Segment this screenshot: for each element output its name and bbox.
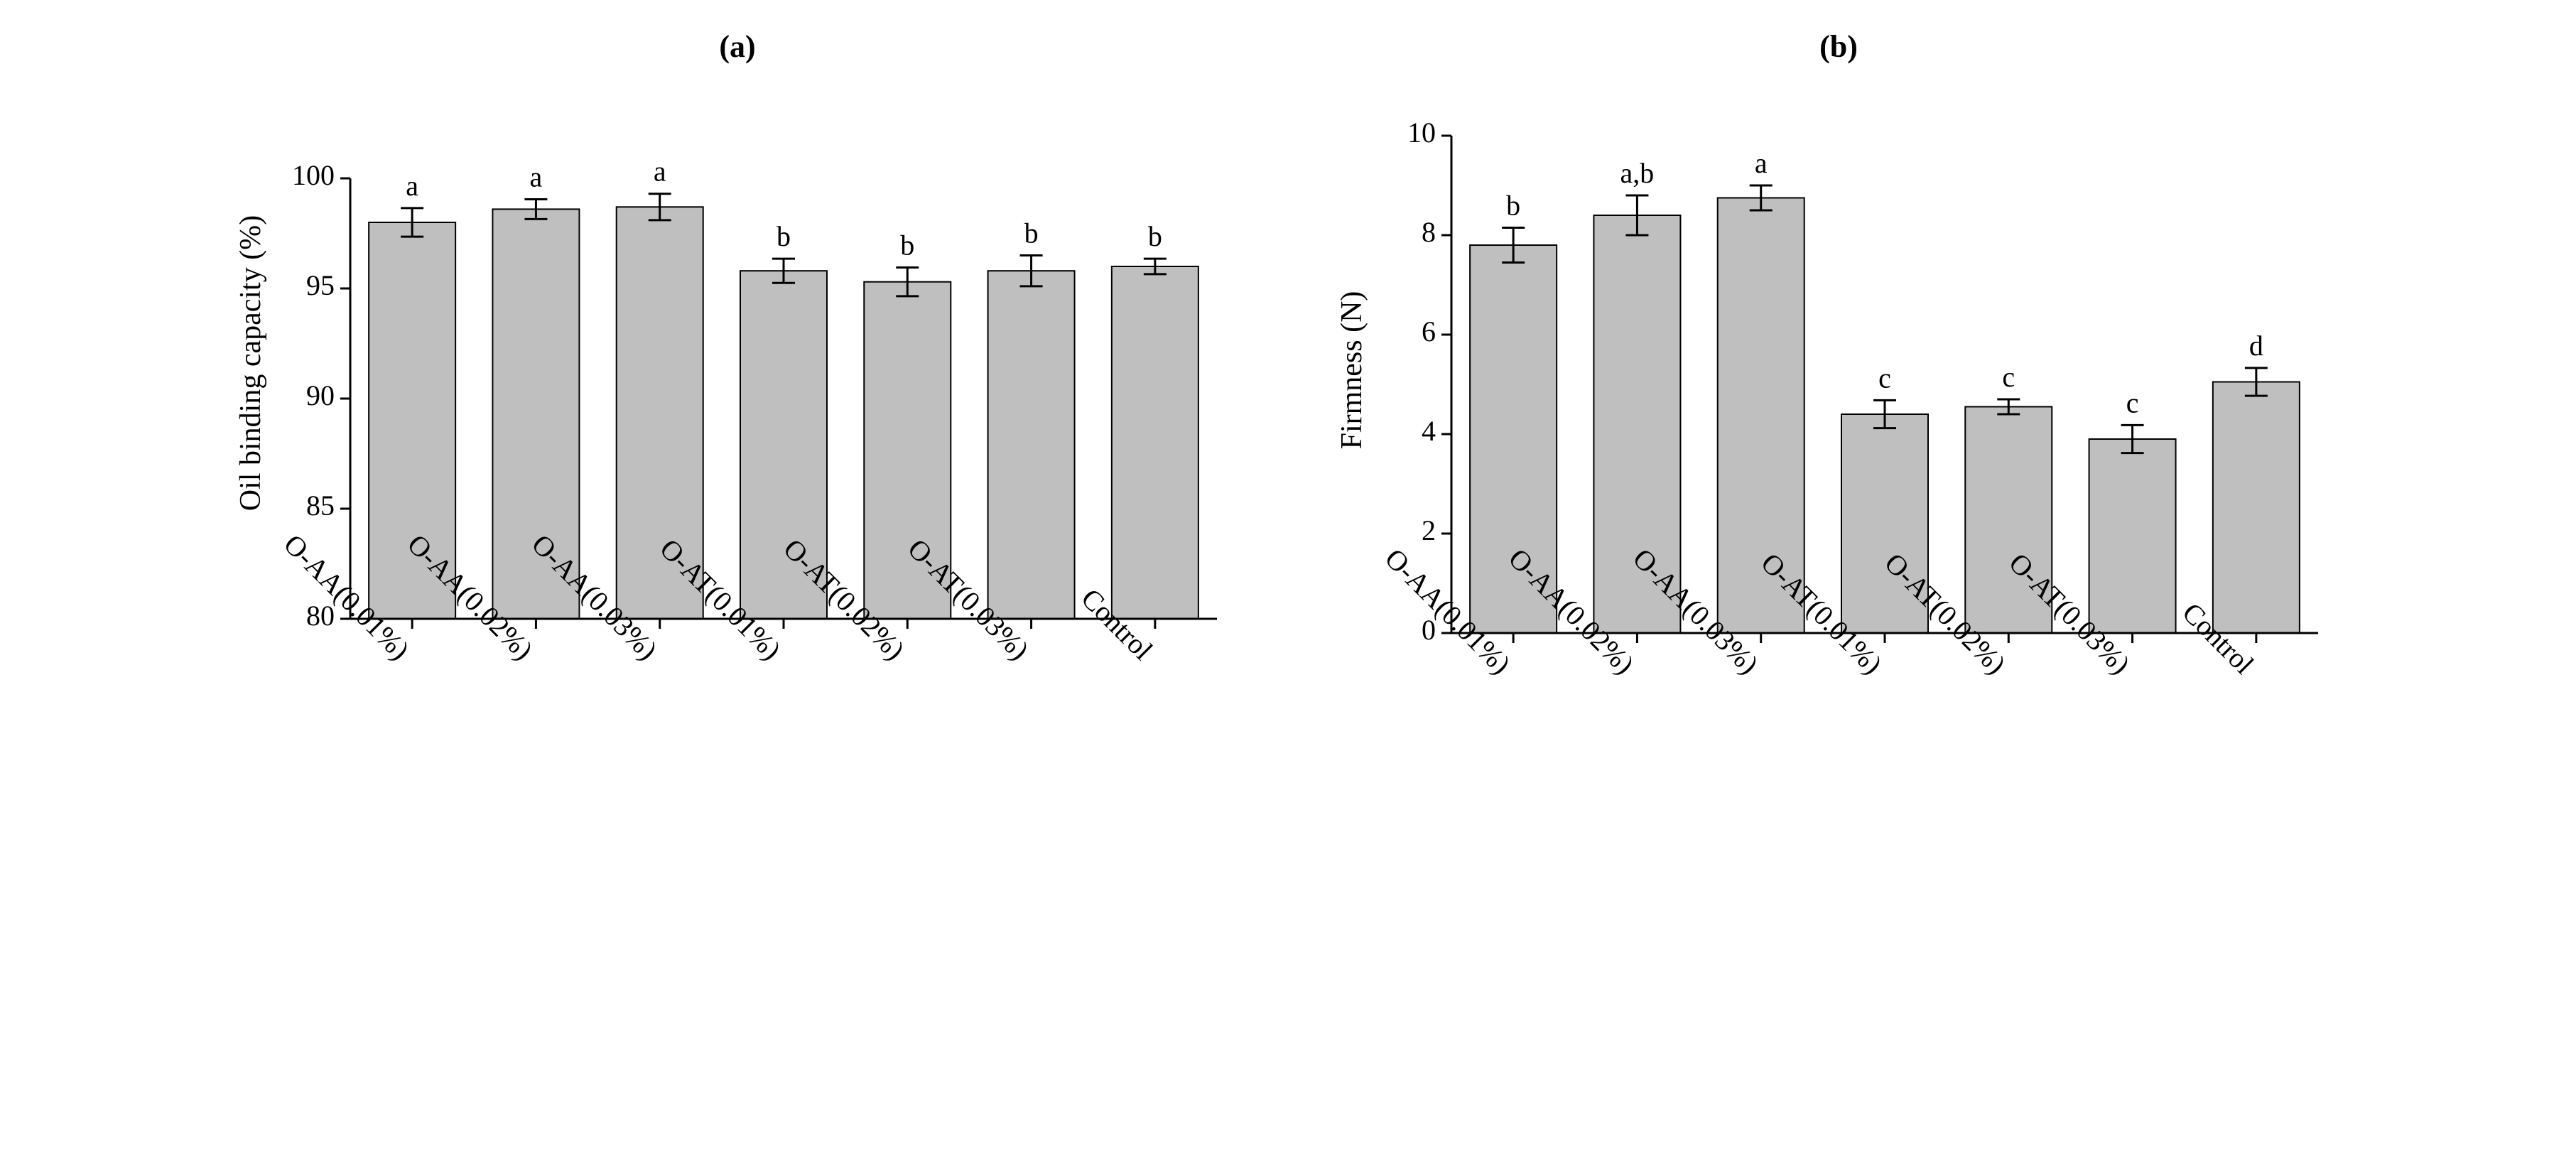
y-tick-label: 8: [1422, 216, 1436, 248]
sig-letter: b: [1148, 220, 1162, 252]
panel-a: (a)Oil binding capacity (%)80859095100aa…: [229, 28, 1245, 842]
plot-area: 80859095100aaabbbbO-AA(0.01%)O-AA(0.02%)…: [272, 93, 1245, 842]
bar: [1112, 266, 1198, 619]
sig-letter: b: [900, 229, 914, 261]
y-tick-label: 2: [1422, 514, 1436, 546]
y-tick-label: 95: [306, 269, 335, 301]
sig-letter: b: [1506, 190, 1520, 222]
panel-b: (b)Firmness (N)0246810ba,bacccdO-AA(0.01…: [1331, 28, 2347, 856]
panel-label: (a): [719, 28, 755, 65]
sig-letter: a,b: [1620, 157, 1655, 189]
sig-letter: a: [654, 156, 666, 188]
y-tick-label: 100: [292, 159, 335, 191]
sig-letter: a: [406, 170, 418, 202]
chart-wrap: Oil binding capacity (%)80859095100aaabb…: [229, 93, 1245, 842]
panel-label: (b): [1819, 28, 1858, 65]
y-tick-label: 10: [1407, 117, 1436, 148]
figure: (a)Oil binding capacity (%)80859095100aa…: [0, 0, 2576, 899]
y-axis-title: Firmness (N): [1335, 291, 1369, 450]
bar: [988, 271, 1075, 619]
bar: [2089, 439, 2176, 633]
y-tick-label: 6: [1422, 315, 1436, 347]
sig-letter: d: [2249, 330, 2263, 362]
bar: [2213, 382, 2300, 634]
y-tick-label: 4: [1422, 415, 1436, 447]
sig-letter: b: [1024, 217, 1039, 249]
sig-letter: a: [530, 161, 543, 193]
chart-wrap: Firmness (N)0246810ba,bacccdO-AA(0.01%)O…: [1331, 93, 2347, 856]
y-axis-title: Oil binding capacity (%): [234, 215, 268, 511]
sig-letter: a: [1755, 147, 1768, 179]
sig-letter: c: [2002, 361, 2015, 393]
sig-letter: c: [1878, 362, 1891, 394]
plot-area: 0246810ba,bacccdO-AA(0.01%)O-AA(0.02%)O-…: [1373, 93, 2347, 856]
sig-letter: b: [776, 220, 791, 252]
y-tick-label: 85: [306, 490, 335, 521]
y-tick-label: 90: [306, 379, 335, 411]
sig-letter: c: [2126, 386, 2139, 418]
